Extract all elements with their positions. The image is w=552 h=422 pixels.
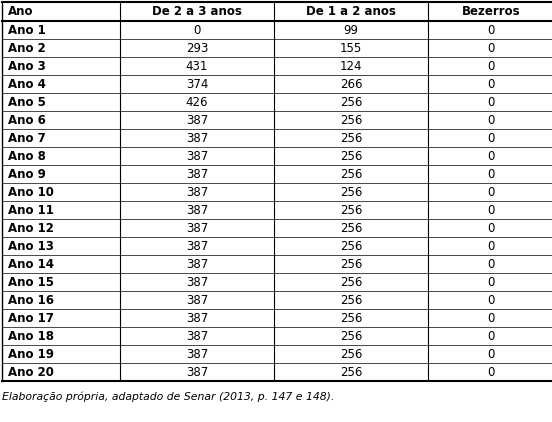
- Text: Ano 14: Ano 14: [8, 257, 54, 271]
- Text: 387: 387: [186, 311, 208, 325]
- Text: 0: 0: [487, 330, 495, 343]
- Text: De 2 a 3 anos: De 2 a 3 anos: [152, 5, 242, 18]
- Text: 387: 387: [186, 203, 208, 216]
- Text: 0: 0: [487, 60, 495, 73]
- Text: 0: 0: [487, 95, 495, 108]
- Text: 0: 0: [487, 24, 495, 36]
- Text: 256: 256: [340, 293, 362, 306]
- Text: 387: 387: [186, 168, 208, 181]
- Text: 124: 124: [339, 60, 362, 73]
- Text: 0: 0: [487, 149, 495, 162]
- Text: 431: 431: [186, 60, 208, 73]
- Text: Ano 20: Ano 20: [8, 365, 54, 379]
- Text: Ano: Ano: [8, 5, 34, 18]
- Text: 256: 256: [340, 203, 362, 216]
- Text: Ano 10: Ano 10: [8, 186, 54, 198]
- Text: 155: 155: [340, 41, 362, 54]
- Text: 293: 293: [186, 41, 208, 54]
- Text: 387: 387: [186, 222, 208, 235]
- Text: 387: 387: [186, 347, 208, 360]
- Text: 387: 387: [186, 293, 208, 306]
- Text: Ano 7: Ano 7: [8, 132, 46, 144]
- Text: Elaboração própria, adaptado de Senar (2013, p. 147 e 148).: Elaboração própria, adaptado de Senar (2…: [2, 392, 335, 403]
- Text: Ano 15: Ano 15: [8, 276, 54, 289]
- Text: 0: 0: [487, 203, 495, 216]
- Text: Ano 1: Ano 1: [8, 24, 46, 36]
- Text: 0: 0: [487, 114, 495, 127]
- Text: Ano 17: Ano 17: [8, 311, 54, 325]
- Text: 387: 387: [186, 257, 208, 271]
- Text: 99: 99: [343, 24, 358, 36]
- Text: 256: 256: [340, 330, 362, 343]
- Text: 256: 256: [340, 149, 362, 162]
- Text: 387: 387: [186, 114, 208, 127]
- Text: Ano 19: Ano 19: [8, 347, 54, 360]
- Text: 0: 0: [487, 257, 495, 271]
- Text: 0: 0: [487, 168, 495, 181]
- Text: 266: 266: [339, 78, 362, 90]
- Text: 256: 256: [340, 95, 362, 108]
- Text: 256: 256: [340, 132, 362, 144]
- Text: 0: 0: [487, 132, 495, 144]
- Text: 0: 0: [487, 78, 495, 90]
- Text: 0: 0: [487, 41, 495, 54]
- Text: Ano 9: Ano 9: [8, 168, 46, 181]
- Text: Ano 18: Ano 18: [8, 330, 54, 343]
- Text: 0: 0: [487, 222, 495, 235]
- Text: Ano 16: Ano 16: [8, 293, 54, 306]
- Text: 256: 256: [340, 186, 362, 198]
- Text: 0: 0: [487, 347, 495, 360]
- Text: Bezerros: Bezerros: [461, 5, 521, 18]
- Text: 0: 0: [487, 311, 495, 325]
- Text: 0: 0: [487, 276, 495, 289]
- Text: 256: 256: [340, 222, 362, 235]
- Text: 0: 0: [487, 240, 495, 252]
- Text: 387: 387: [186, 365, 208, 379]
- Text: 387: 387: [186, 132, 208, 144]
- Text: 374: 374: [186, 78, 208, 90]
- Text: Ano 6: Ano 6: [8, 114, 46, 127]
- Text: 0: 0: [487, 293, 495, 306]
- Text: 387: 387: [186, 330, 208, 343]
- Text: 387: 387: [186, 186, 208, 198]
- Text: De 1 a 2 anos: De 1 a 2 anos: [306, 5, 396, 18]
- Text: 256: 256: [340, 276, 362, 289]
- Text: 256: 256: [340, 240, 362, 252]
- Text: Ano 2: Ano 2: [8, 41, 46, 54]
- Text: 426: 426: [186, 95, 208, 108]
- Text: 256: 256: [340, 347, 362, 360]
- Text: 387: 387: [186, 276, 208, 289]
- Text: 256: 256: [340, 168, 362, 181]
- Text: Ano 3: Ano 3: [8, 60, 46, 73]
- Text: 387: 387: [186, 240, 208, 252]
- Text: Ano 11: Ano 11: [8, 203, 54, 216]
- Text: 256: 256: [340, 311, 362, 325]
- Text: Ano 12: Ano 12: [8, 222, 54, 235]
- Text: 256: 256: [340, 365, 362, 379]
- Text: Ano 13: Ano 13: [8, 240, 54, 252]
- Text: 256: 256: [340, 114, 362, 127]
- Text: 256: 256: [340, 257, 362, 271]
- Text: Ano 5: Ano 5: [8, 95, 46, 108]
- Text: 0: 0: [193, 24, 201, 36]
- Text: 387: 387: [186, 149, 208, 162]
- Text: 0: 0: [487, 186, 495, 198]
- Text: 0: 0: [487, 365, 495, 379]
- Text: Ano 8: Ano 8: [8, 149, 46, 162]
- Text: Ano 4: Ano 4: [8, 78, 46, 90]
